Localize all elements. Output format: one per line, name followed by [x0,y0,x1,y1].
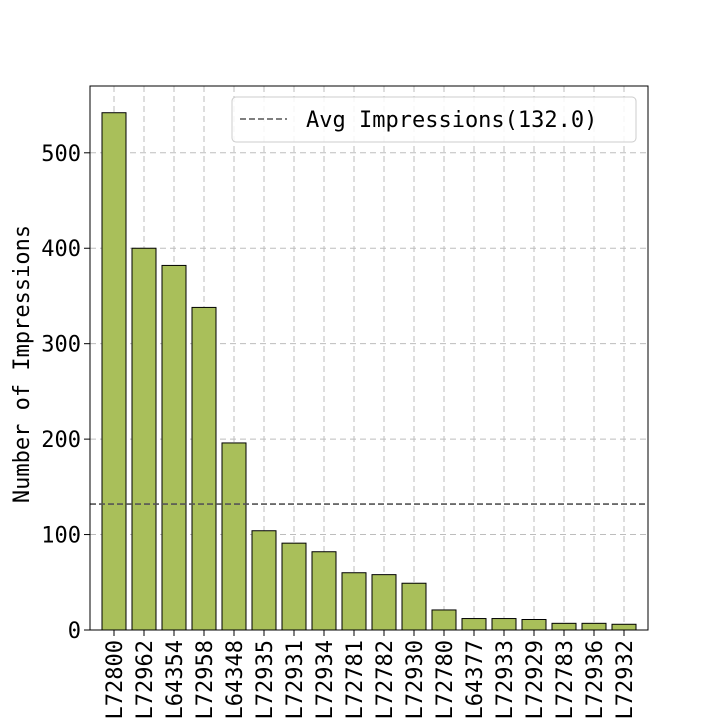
y-tick-label: 100 [41,524,81,549]
bar-L64377 [461,618,487,631]
bar-L72780 [431,609,457,631]
bar-L72930 [401,582,427,631]
y-tick-label: 300 [41,333,81,358]
x-tick-label: L72800 [103,640,128,719]
x-tick-label: L72962 [133,640,158,719]
bar-L64348 [221,442,247,631]
bar-L72929 [521,619,547,631]
x-axis-ticks: L72800 L72962 L64354 L72958 L64348 L72935 L729… [103,630,638,719]
x-tick-label: L72781 [343,640,368,719]
bar-L72958 [191,306,217,631]
x-tick-label: L72958 [193,640,218,719]
bar-L72932 [611,623,637,631]
bar-L72936 [581,622,607,631]
x-tick-label: L64354 [163,640,188,719]
bar-L72782 [371,574,397,631]
bar-L72783 [551,622,577,631]
grid [90,86,648,631]
x-tick-label: L72932 [613,640,638,719]
y-axis-title: Number of Impressions [10,225,35,503]
x-tick-label: L64377 [463,640,488,719]
legend: Avg Impressions(132.0) [231,96,637,143]
bar-L72800 [101,112,127,631]
plot-area-frame [89,85,649,631]
bar-L72931 [281,542,307,631]
x-tick-label: L72782 [373,640,398,719]
bar-L64354 [161,264,187,631]
x-tick-label: L72936 [583,640,608,719]
legend-box [231,96,637,143]
bar-L72962 [131,247,157,631]
x-tick-label: L72934 [313,640,338,719]
x-tick-label: L72929 [523,640,548,719]
y-tick-label: 0 [68,619,81,644]
x-tick-label: L72780 [433,640,458,719]
x-tick-label: L64348 [223,640,248,719]
y-tick-label: 400 [41,237,81,262]
bars [101,112,637,631]
x-tick-label: L72935 [253,640,278,719]
y-axis-ticks: 0 100 200 300 400 500 [41,142,90,644]
y-tick-label: 200 [41,428,81,453]
x-tick-label: L72933 [493,640,518,719]
bar-L72935 [251,530,277,631]
x-tick-label: L72931 [283,640,308,719]
bar-L72781 [341,572,367,631]
x-tick-label: L72783 [553,640,578,719]
legend-label: Avg Impressions(132.0) [306,108,597,133]
bar-L72933 [491,618,517,631]
x-tick-label: L72930 [403,640,428,719]
bar-L72934 [311,551,337,631]
y-tick-label: 500 [41,142,81,167]
